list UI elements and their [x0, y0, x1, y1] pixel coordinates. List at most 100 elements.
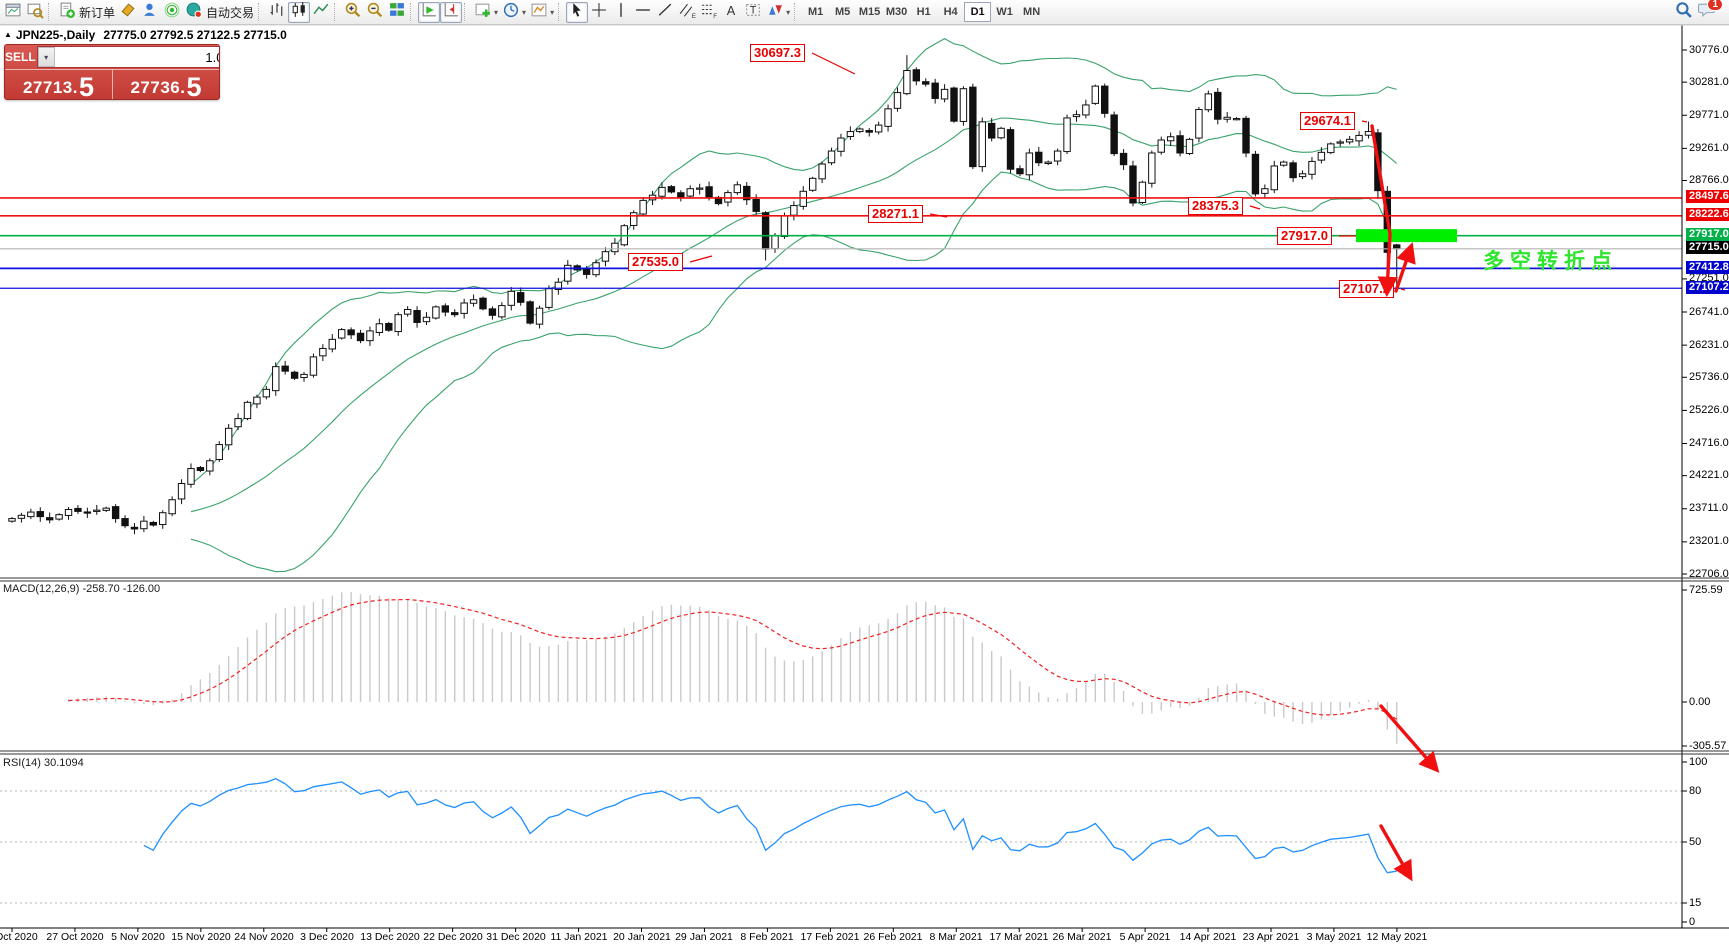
cursor-icon: [568, 1, 586, 24]
toolbar-separator: [558, 3, 563, 21]
date-label: 20 Jan 2021: [613, 931, 671, 943]
date-label: 29 Jan 2021: [675, 931, 733, 943]
toolbar-separator: [464, 3, 469, 21]
new-chart-button[interactable]: [2, 2, 24, 23]
indicators-icon: [474, 1, 492, 24]
tile-windows-button[interactable]: [386, 2, 408, 23]
crosshair-button[interactable]: [588, 2, 610, 23]
timeframe-M5-button[interactable]: M5: [834, 6, 851, 18]
new-order-button[interactable]: 新订单: [56, 2, 117, 23]
date-label: 15 Nov 2020: [171, 931, 231, 943]
timeframe-M15-button[interactable]: M15: [858, 6, 881, 18]
macd-tick: -305.57: [1689, 740, 1727, 752]
volume-decrease-button[interactable]: ▾: [37, 47, 55, 67]
metaeditor-button[interactable]: [117, 2, 139, 23]
zoom-in-icon: [344, 1, 362, 24]
price-tick: 22706.0: [1689, 568, 1729, 580]
price-level-label: 27535.0: [628, 253, 683, 271]
buy-price[interactable]: 27736. 5: [112, 70, 219, 99]
price-badge: 27107.2: [1686, 281, 1729, 294]
new-chart-icon: [4, 1, 22, 24]
date-label: 3 Dec 2020: [300, 931, 354, 943]
date-label: 5 Apr 2021: [1119, 931, 1171, 943]
chart-shift-button[interactable]: [440, 1, 463, 24]
timeframe-D1-button[interactable]: D1: [964, 2, 992, 22]
price-tick: 29261.0: [1689, 142, 1729, 154]
price-badge: 27917.0: [1686, 228, 1729, 241]
equidistant-channel-button[interactable]: E: [676, 2, 698, 23]
price-badge: 28497.6: [1686, 190, 1729, 203]
equidistant-channel-icon: E: [678, 1, 696, 24]
fibonacci-button[interactable]: F: [698, 2, 720, 23]
arrows-icon: [766, 1, 784, 24]
signals-button[interactable]: [161, 2, 183, 23]
search-button[interactable]: [1673, 1, 1695, 23]
price-tick: 26231.0: [1689, 339, 1729, 351]
toolbar-separator: [794, 3, 799, 21]
timeframe-W1-button[interactable]: W1: [996, 6, 1013, 18]
rsi-tick: 50: [1689, 836, 1702, 848]
new-order-icon: [58, 1, 76, 24]
date-label: 11 Jan 2021: [550, 931, 608, 943]
vertical-line-button[interactable]: [610, 2, 632, 23]
auto-scroll-button[interactable]: [418, 1, 441, 23]
bar-chart-button[interactable]: [266, 2, 288, 23]
date-label: 22 Dec 2020: [423, 931, 483, 943]
zoom-out-button[interactable]: [364, 2, 386, 23]
trendline-button[interactable]: [654, 2, 676, 23]
periods-button[interactable]: ▾: [500, 2, 528, 23]
price-tick: 23201.0: [1689, 535, 1729, 547]
notification-badge: 1: [1707, 0, 1723, 11]
svg-text:A: A: [727, 3, 736, 17]
price-level-label: 28375.3: [1188, 197, 1243, 215]
timeframe-M30-button[interactable]: M30: [885, 6, 908, 18]
toolbar: 新订单 自动交易 ▾ ▾ ▾ E F A T ▾ M1 M5 M15 M30 H1 H4 D1 W1 MN 1: [0, 0, 1729, 25]
price-level-label: 27107.2: [1339, 280, 1394, 298]
timeframe-H4-button[interactable]: H4: [943, 6, 958, 18]
text-label-button[interactable]: T: [742, 2, 764, 23]
zoom-in-button[interactable]: [342, 2, 364, 23]
arrows-button[interactable]: ▾: [764, 2, 792, 23]
volume-input[interactable]: [54, 47, 219, 67]
bar-chart-icon: [268, 1, 286, 24]
vertical-line-icon: [612, 1, 630, 24]
toolbar-separator: [48, 3, 53, 21]
trendline-icon: [656, 1, 674, 24]
horizontal-line-button[interactable]: [632, 2, 654, 23]
ohlc-values: 27775.0 27792.5 27122.5 27715.0: [103, 28, 287, 42]
community-button[interactable]: [139, 2, 161, 23]
chart-profiles-button[interactable]: [24, 2, 46, 23]
price-level-label: 27917.0: [1277, 227, 1332, 245]
volume-stepper: ▾ ▴: [36, 46, 219, 68]
templates-icon: [530, 1, 548, 24]
signals-icon: [163, 1, 181, 24]
date-label: 24 Nov 2020: [234, 931, 294, 943]
price-tick: 30776.0: [1689, 44, 1729, 56]
date-label: 8 Oct 2020: [0, 931, 38, 943]
price-tick: 24716.0: [1689, 437, 1729, 449]
price-tick: 25226.0: [1689, 404, 1729, 416]
text-button[interactable]: A: [720, 2, 742, 23]
rsi-tick: 15: [1689, 897, 1702, 909]
price-badge: 27412.8: [1686, 261, 1729, 274]
autotrading-button[interactable]: 自动交易: [183, 2, 256, 23]
timeframe-M1-button[interactable]: M1: [807, 6, 824, 18]
text-label-icon: T: [744, 1, 762, 24]
cursor-button[interactable]: [566, 1, 589, 24]
line-chart-button[interactable]: [310, 2, 332, 23]
indicators-button[interactable]: ▾: [472, 2, 500, 23]
templates-button[interactable]: ▾: [528, 2, 556, 23]
notifications-button[interactable]: 1: [1695, 0, 1723, 23]
rsi-tick: 0: [1689, 916, 1696, 928]
sell-price[interactable]: 27713. 5: [22, 72, 95, 100]
timeframe-H1-button[interactable]: H1: [916, 6, 931, 18]
timeframe-MN-button[interactable]: MN: [1023, 6, 1041, 18]
price-level-label: 30697.3: [750, 44, 805, 62]
sell-button[interactable]: SELL: [5, 50, 36, 64]
symbol-marker-icon: ▲: [4, 30, 12, 39]
candlestick-chart-button[interactable]: [288, 1, 311, 24]
price-badge: 27715.0: [1686, 241, 1729, 254]
chart-shift-icon: [442, 1, 460, 24]
candlestick-chart-icon: [290, 1, 308, 24]
